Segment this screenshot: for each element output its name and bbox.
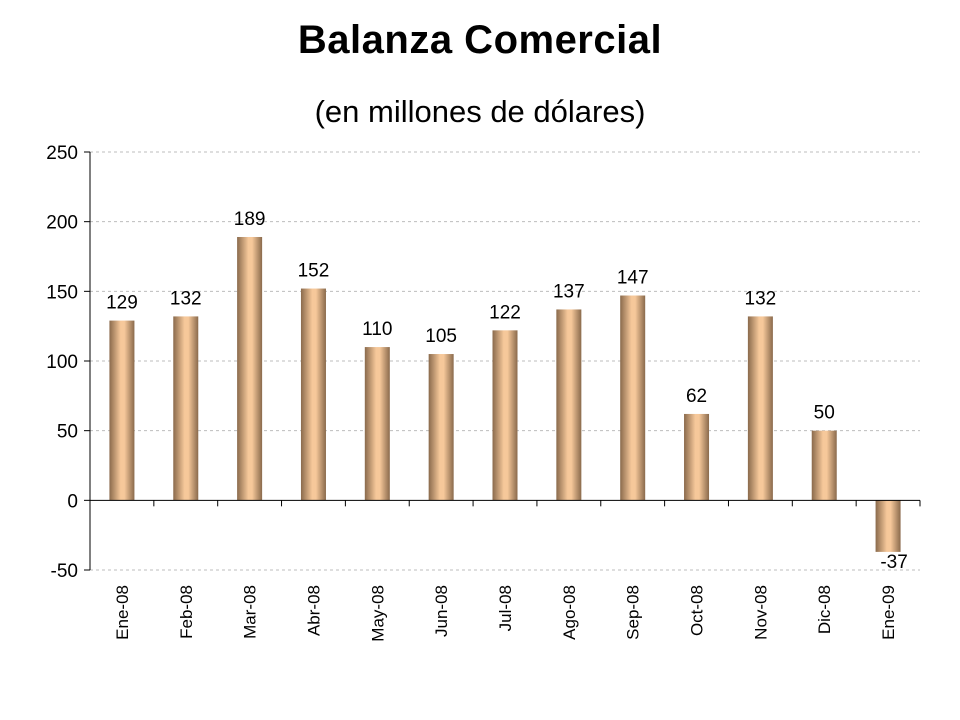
- x-tick-label: May-08: [368, 585, 387, 642]
- bar: [428, 354, 454, 501]
- data-label: 152: [298, 261, 330, 282]
- labels: -50 0 50 100 150 200 250 129 Ene-08 132 Feb-08 189 M…: [46, 143, 908, 642]
- bars: [109, 236, 901, 552]
- bar: [364, 347, 390, 501]
- x-tick-label: Ene-08: [113, 585, 132, 640]
- chart-subtitle: (en millones de dólares): [314, 94, 646, 129]
- axes: [84, 151, 921, 571]
- y-tick-label: 50: [57, 422, 78, 443]
- y-tick-label: 200: [46, 213, 78, 234]
- bar: [300, 288, 326, 501]
- data-label: 62: [686, 386, 707, 407]
- bar: [747, 316, 773, 501]
- x-tick-label: Oct-08: [688, 585, 707, 636]
- x-tick-label: Jun-08: [432, 585, 451, 637]
- data-label: -37: [880, 552, 907, 573]
- x-tick-label: Sep-08: [624, 585, 643, 640]
- data-label: 122: [489, 302, 521, 323]
- bar: [109, 320, 135, 501]
- data-label: 132: [745, 288, 777, 309]
- chart-title: Balanza Comercial: [297, 18, 663, 62]
- data-label: 105: [425, 326, 457, 347]
- x-tick-label: Ene-09: [879, 585, 898, 640]
- data-label: 50: [814, 403, 835, 424]
- y-tick-label: 0: [67, 491, 78, 512]
- x-tick-label: Ago-08: [560, 585, 579, 640]
- bar: [556, 309, 582, 501]
- x-tick-label: Jul-08: [496, 585, 515, 631]
- x-tick-label: Abr-08: [304, 585, 323, 636]
- data-label: 189: [234, 209, 266, 230]
- bar: [811, 430, 837, 501]
- bar: [875, 500, 901, 552]
- x-tick-label: Nov-08: [751, 585, 770, 640]
- bar: [173, 316, 199, 501]
- x-tick-label: Mar-08: [241, 585, 260, 639]
- data-label: 110: [362, 319, 392, 340]
- x-tick-label: Feb-08: [177, 585, 196, 639]
- bar: [492, 330, 518, 501]
- x-tick-label: Dic-08: [815, 585, 834, 634]
- y-tick-label: -50: [51, 561, 78, 582]
- data-label: 129: [106, 293, 138, 314]
- bar: [620, 295, 646, 501]
- y-tick-label: 250: [46, 143, 78, 164]
- y-tick-label: 100: [46, 352, 78, 373]
- data-label: 137: [553, 281, 585, 302]
- bar: [684, 413, 710, 501]
- y-tick-label: 150: [46, 282, 78, 303]
- data-label: 132: [170, 288, 202, 309]
- bar: [237, 236, 263, 501]
- data-label: 147: [617, 268, 649, 289]
